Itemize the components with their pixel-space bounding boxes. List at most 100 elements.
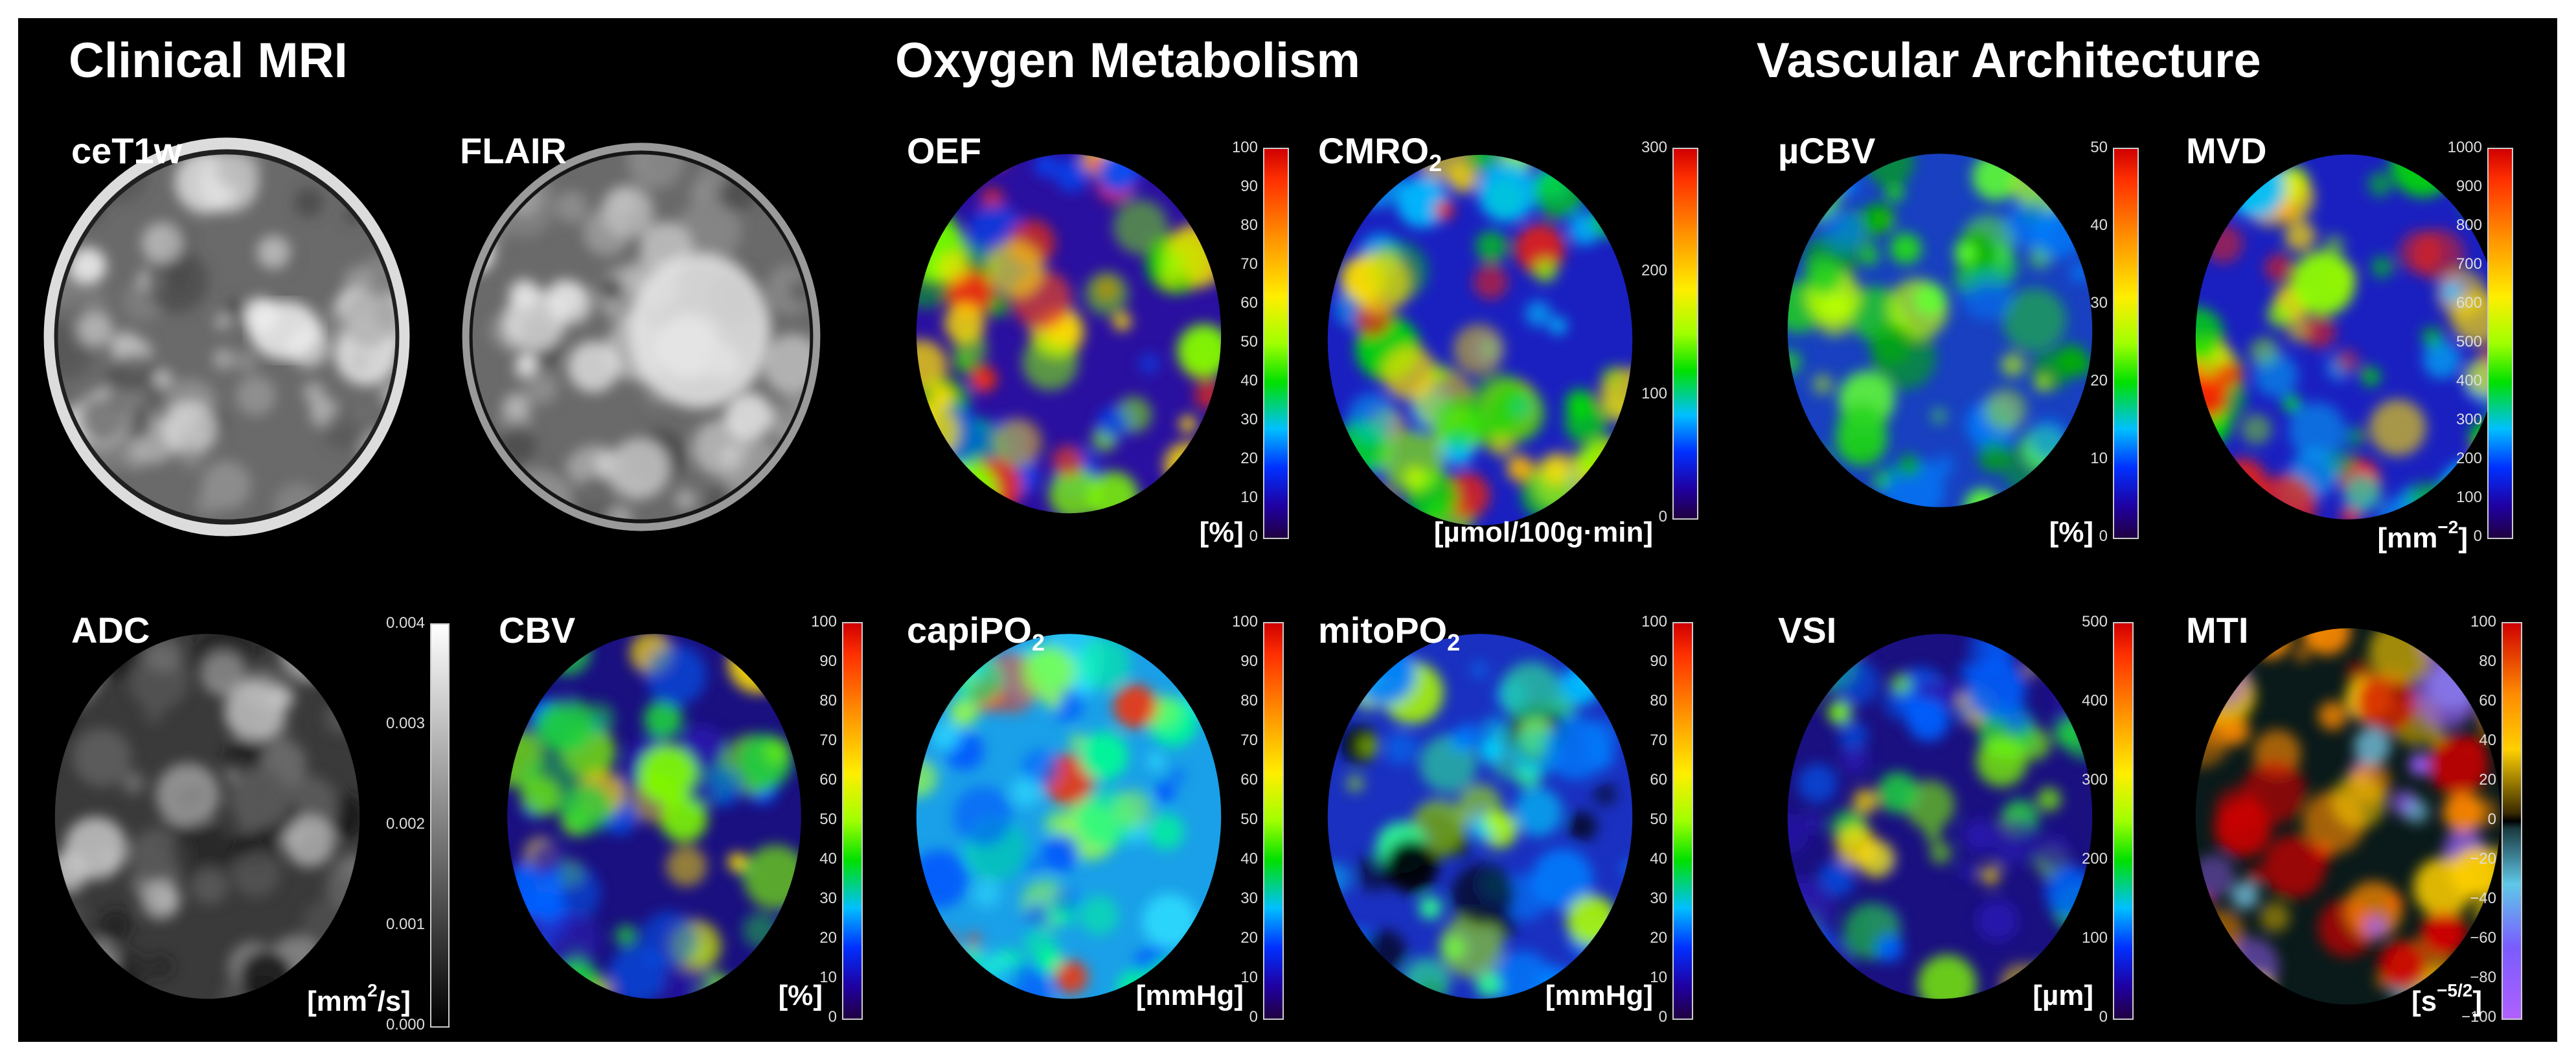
panel-label-mitopo: mitoPO2 (1318, 612, 1460, 654)
colorbar-tick-label: 40 (1650, 850, 1667, 868)
colorbar-tick-label: 80 (819, 692, 837, 709)
colorbar-tick-label: 70 (1650, 732, 1667, 749)
colorbar-tick-label: 60 (1240, 771, 1258, 789)
colorbar-tick-label: 200 (2456, 450, 2482, 467)
colorbar-tick-label: 70 (819, 732, 837, 749)
panel-label-cmro: CMRO2 (1318, 133, 1442, 175)
panel-label-flair: FLAIR (460, 133, 567, 169)
colorbar-tick-label: 50 (1650, 811, 1667, 828)
colorbar-tick-label: 200 (2081, 850, 2108, 868)
colorbar-tick-label: 100 (1231, 139, 1258, 156)
panel-label-subscript: 2 (1447, 629, 1461, 656)
colorbar-tick-label: 50 (1240, 333, 1258, 351)
colorbar-tick-label: 20 (1240, 450, 1258, 467)
colorbar (430, 623, 450, 1028)
colorbar-tick-label: 0 (2099, 527, 2108, 545)
colorbar-tick-label: 10 (1650, 969, 1667, 986)
colorbar-tick-label: 20 (1650, 929, 1667, 947)
colorbar-tick-label: 0 (1658, 1008, 1667, 1026)
colorbar-tick-label: 0 (2473, 527, 2482, 545)
colorbar (842, 622, 863, 1020)
unit-text: [mmHg] (1135, 980, 1244, 1011)
colorbar-tick-label: 0 (828, 1008, 837, 1026)
panel-label-text: MVD (2186, 130, 2267, 171)
unit-label: [mmHg] (1136, 982, 1244, 1010)
scan-image-cmro (1327, 155, 1633, 525)
heading-clinical-mri: Clinical MRI (69, 33, 348, 88)
colorbar-tick-label: 50 (2090, 139, 2108, 156)
colorbar-tick-label: 90 (819, 652, 837, 670)
unit-label: [%] (2049, 518, 2093, 547)
colorbar-ticks: 100 90 80 70 60 50 40 30 20 10 0 (1614, 614, 1667, 1025)
unit-label: [mm2/s] (307, 982, 411, 1016)
colorbar-tick-label: 700 (2456, 255, 2482, 273)
unit-text: [mm (2377, 522, 2438, 554)
colorbar-tick-label: 0.002 (385, 815, 425, 833)
colorbar-tick-label: 70 (1240, 255, 1258, 273)
unit-label: [mmHg] (1545, 982, 1653, 1010)
colorbar-tick-label: 60 (819, 771, 837, 789)
colorbar-ticks: 100 90 80 70 60 50 40 30 20 10 0 (1205, 614, 1258, 1025)
unit-superscript: 2 (367, 980, 378, 1000)
panel-label-text: CMRO (1318, 130, 1430, 171)
unit-superscript: −5/2 (2437, 980, 2473, 1000)
colorbar-tick-label: 60 (2479, 692, 2496, 709)
colorbar-tick-label: 400 (2456, 372, 2482, 389)
colorbar-tick-label: 80 (1240, 692, 1258, 709)
colorbar-tick-label: 30 (819, 890, 837, 907)
colorbar-tick-label: 100 (1231, 613, 1258, 630)
colorbar-tick-label: 0 (2099, 1008, 2108, 1026)
scan-image-capipo (916, 634, 1222, 999)
colorbar-ticks: 500 400 300 200 100 0 (2055, 614, 2108, 1025)
panel-label-text: mitoPO (1318, 610, 1448, 651)
unit-text: [µm] (2033, 980, 2093, 1011)
unit-text-after: ] (2472, 985, 2482, 1017)
unit-text: [mmHg] (1545, 980, 1653, 1011)
colorbar-ticks: 0.004 0.003 0.002 0.001 0.000 (372, 616, 425, 1033)
panel-label-mvd: MVD (2186, 133, 2266, 169)
colorbar-tick-label: −100 (2461, 1008, 2496, 1026)
colorbar-tick-label: 30 (1240, 890, 1258, 907)
unit-label: [%] (1200, 518, 1244, 547)
colorbar-tick-label: 40 (2479, 732, 2496, 749)
colorbar-tick-label: −60 (2470, 929, 2496, 947)
unit-text: [µmol/100g·min] (1433, 516, 1653, 548)
heading-oxygen-metabolism: Oxygen Metabolism (895, 33, 1360, 88)
colorbar-tick-label: 60 (1650, 771, 1667, 789)
colorbar-ticks: 50 40 30 20 10 0 (2055, 140, 2108, 544)
panel-label-text: ceT1w (71, 130, 183, 171)
panel-label-capipo: capiPO2 (907, 612, 1045, 654)
colorbar-tick-label: 10 (1240, 969, 1258, 986)
panel-label-oef: OEF (907, 133, 981, 169)
colorbar (2502, 622, 2522, 1020)
colorbar (2487, 148, 2513, 539)
colorbar-tick-label: 0 (1658, 508, 1667, 525)
colorbar-tick-label: 40 (2090, 216, 2108, 234)
panel-label-subscript: 2 (1429, 150, 1442, 176)
colorbar-tick-label: 400 (2081, 692, 2108, 709)
colorbar-tick-label: 50 (819, 811, 837, 828)
panel-label-text: capiPO (907, 610, 1032, 651)
colorbar-tick-label: 90 (1240, 178, 1258, 195)
colorbar-tick-label: 0 (1249, 527, 1258, 545)
colorbar-tick-label: 60 (1240, 294, 1258, 312)
colorbar-ticks: 100 90 80 70 60 50 40 30 20 10 0 (1205, 140, 1258, 544)
colorbar-tick-label: 10 (2090, 450, 2108, 467)
colorbar-tick-label: −20 (2470, 850, 2496, 868)
scan-image-mti (2195, 628, 2501, 1005)
unit-text: [%] (2049, 516, 2093, 548)
unit-text: [mm (307, 985, 368, 1017)
colorbar-tick-label: 100 (2081, 929, 2108, 947)
scan-image-oef (916, 154, 1222, 514)
panel-label-text: OEF (907, 130, 982, 171)
colorbar-tick-label: 40 (1240, 372, 1258, 389)
scan-image-flair (462, 143, 821, 531)
unit-text-after: /s] (377, 985, 411, 1017)
colorbar-tick-label: 0.000 (385, 1016, 425, 1033)
unit-label: [%] (779, 982, 823, 1010)
unit-text-after: ] (2458, 522, 2468, 554)
unit-label: [mm−2] (2378, 518, 2468, 553)
colorbar-ticks: 1000 900 800 700 600 500 400 300 200 100 0 (2429, 140, 2482, 544)
colorbar-tick-label: 800 (2456, 216, 2482, 234)
colorbar (2113, 148, 2139, 539)
